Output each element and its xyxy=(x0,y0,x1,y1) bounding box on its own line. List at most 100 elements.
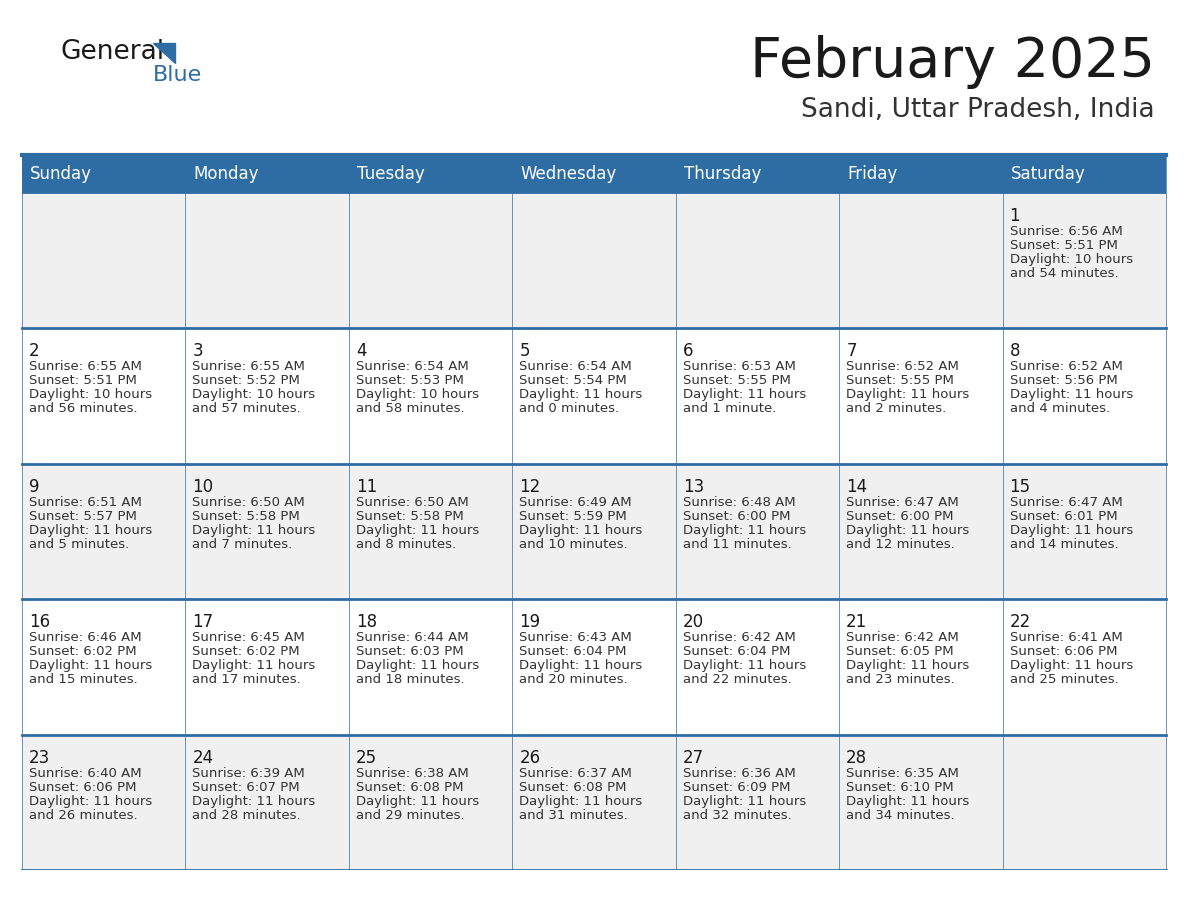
Text: 6: 6 xyxy=(683,342,694,361)
Text: Daylight: 11 hours: Daylight: 11 hours xyxy=(846,659,969,672)
Text: Sunrise: 6:49 AM: Sunrise: 6:49 AM xyxy=(519,496,632,509)
Text: and 31 minutes.: and 31 minutes. xyxy=(519,809,628,822)
Text: Daylight: 11 hours: Daylight: 11 hours xyxy=(1010,388,1133,401)
Polygon shape xyxy=(153,43,175,63)
Text: Daylight: 11 hours: Daylight: 11 hours xyxy=(519,795,643,808)
Text: 9: 9 xyxy=(29,477,39,496)
Text: and 57 minutes.: and 57 minutes. xyxy=(192,402,302,416)
Text: and 12 minutes.: and 12 minutes. xyxy=(846,538,955,551)
Text: 21: 21 xyxy=(846,613,867,632)
Text: 28: 28 xyxy=(846,748,867,767)
Text: 13: 13 xyxy=(683,477,704,496)
Text: Sunset: 5:55 PM: Sunset: 5:55 PM xyxy=(683,375,790,387)
Text: 3: 3 xyxy=(192,342,203,361)
Text: Daylight: 11 hours: Daylight: 11 hours xyxy=(846,388,969,401)
Text: Sunrise: 6:52 AM: Sunrise: 6:52 AM xyxy=(1010,361,1123,374)
Text: Sunset: 6:10 PM: Sunset: 6:10 PM xyxy=(846,780,954,793)
Text: Wednesday: Wednesday xyxy=(520,165,617,183)
Text: Sunset: 5:55 PM: Sunset: 5:55 PM xyxy=(846,375,954,387)
Text: Sunset: 5:58 PM: Sunset: 5:58 PM xyxy=(356,509,463,522)
Text: and 23 minutes.: and 23 minutes. xyxy=(846,673,955,686)
Text: and 54 minutes.: and 54 minutes. xyxy=(1010,267,1118,280)
Text: and 5 minutes.: and 5 minutes. xyxy=(29,538,129,551)
Text: Daylight: 11 hours: Daylight: 11 hours xyxy=(683,524,805,537)
Text: and 7 minutes.: and 7 minutes. xyxy=(192,538,292,551)
Text: 4: 4 xyxy=(356,342,366,361)
Text: Sunset: 5:54 PM: Sunset: 5:54 PM xyxy=(519,375,627,387)
Text: 2: 2 xyxy=(29,342,39,361)
Text: 10: 10 xyxy=(192,477,214,496)
Text: Sunrise: 6:54 AM: Sunrise: 6:54 AM xyxy=(519,361,632,374)
Text: Sunset: 6:09 PM: Sunset: 6:09 PM xyxy=(683,780,790,793)
Text: Daylight: 11 hours: Daylight: 11 hours xyxy=(192,659,316,672)
Text: 23: 23 xyxy=(29,748,50,767)
Text: Daylight: 10 hours: Daylight: 10 hours xyxy=(192,388,316,401)
Text: Daylight: 10 hours: Daylight: 10 hours xyxy=(29,388,152,401)
Text: 15: 15 xyxy=(1010,477,1031,496)
Text: Sunset: 5:58 PM: Sunset: 5:58 PM xyxy=(192,509,301,522)
Text: Sunset: 6:04 PM: Sunset: 6:04 PM xyxy=(683,645,790,658)
Text: Daylight: 10 hours: Daylight: 10 hours xyxy=(1010,253,1132,266)
Text: Tuesday: Tuesday xyxy=(356,165,424,183)
Text: and 1 minute.: and 1 minute. xyxy=(683,402,776,416)
Text: Daylight: 11 hours: Daylight: 11 hours xyxy=(356,524,479,537)
Text: Sunrise: 6:55 AM: Sunrise: 6:55 AM xyxy=(192,361,305,374)
Text: 14: 14 xyxy=(846,477,867,496)
Text: and 15 minutes.: and 15 minutes. xyxy=(29,673,138,686)
Text: Sunset: 6:07 PM: Sunset: 6:07 PM xyxy=(192,780,301,793)
Text: Friday: Friday xyxy=(847,165,897,183)
Text: Sunday: Sunday xyxy=(30,165,91,183)
Text: Sunset: 6:00 PM: Sunset: 6:00 PM xyxy=(683,509,790,522)
Text: 7: 7 xyxy=(846,342,857,361)
Text: February 2025: February 2025 xyxy=(750,35,1155,89)
Text: and 0 minutes.: and 0 minutes. xyxy=(519,402,619,416)
Text: 8: 8 xyxy=(1010,342,1020,361)
Text: 19: 19 xyxy=(519,613,541,632)
Bar xyxy=(23,599,1165,734)
Text: Sunrise: 6:38 AM: Sunrise: 6:38 AM xyxy=(356,767,468,779)
Text: Daylight: 11 hours: Daylight: 11 hours xyxy=(683,388,805,401)
Text: Daylight: 11 hours: Daylight: 11 hours xyxy=(519,659,643,672)
Text: and 25 minutes.: and 25 minutes. xyxy=(1010,673,1118,686)
Text: Sunrise: 6:42 AM: Sunrise: 6:42 AM xyxy=(846,632,959,644)
Text: Sunrise: 6:44 AM: Sunrise: 6:44 AM xyxy=(356,632,468,644)
Text: Sunrise: 6:42 AM: Sunrise: 6:42 AM xyxy=(683,632,796,644)
Text: Sandi, Uttar Pradesh, India: Sandi, Uttar Pradesh, India xyxy=(802,97,1155,123)
Text: and 26 minutes.: and 26 minutes. xyxy=(29,809,138,822)
Text: and 29 minutes.: and 29 minutes. xyxy=(356,809,465,822)
Text: Thursday: Thursday xyxy=(684,165,762,183)
Text: Sunset: 5:59 PM: Sunset: 5:59 PM xyxy=(519,509,627,522)
Text: Sunrise: 6:46 AM: Sunrise: 6:46 AM xyxy=(29,632,141,644)
Text: Sunrise: 6:55 AM: Sunrise: 6:55 AM xyxy=(29,361,141,374)
Text: 18: 18 xyxy=(356,613,377,632)
Text: Blue: Blue xyxy=(153,65,202,85)
Text: Sunrise: 6:39 AM: Sunrise: 6:39 AM xyxy=(192,767,305,779)
Text: Sunrise: 6:50 AM: Sunrise: 6:50 AM xyxy=(356,496,468,509)
Text: 20: 20 xyxy=(683,613,703,632)
Text: Sunset: 5:57 PM: Sunset: 5:57 PM xyxy=(29,509,137,522)
Text: Sunrise: 6:47 AM: Sunrise: 6:47 AM xyxy=(1010,496,1123,509)
Text: Sunset: 5:53 PM: Sunset: 5:53 PM xyxy=(356,375,463,387)
Text: and 32 minutes.: and 32 minutes. xyxy=(683,809,791,822)
Text: Daylight: 11 hours: Daylight: 11 hours xyxy=(356,795,479,808)
Text: and 4 minutes.: and 4 minutes. xyxy=(1010,402,1110,416)
Text: Sunrise: 6:51 AM: Sunrise: 6:51 AM xyxy=(29,496,141,509)
Text: and 58 minutes.: and 58 minutes. xyxy=(356,402,465,416)
Bar xyxy=(0,870,1188,918)
Text: Daylight: 11 hours: Daylight: 11 hours xyxy=(192,524,316,537)
Text: and 20 minutes.: and 20 minutes. xyxy=(519,673,628,686)
Text: Sunset: 5:51 PM: Sunset: 5:51 PM xyxy=(29,375,137,387)
Text: 11: 11 xyxy=(356,477,377,496)
Text: 27: 27 xyxy=(683,748,703,767)
Text: Daylight: 11 hours: Daylight: 11 hours xyxy=(1010,524,1133,537)
Text: Sunset: 6:05 PM: Sunset: 6:05 PM xyxy=(846,645,954,658)
Text: Sunrise: 6:43 AM: Sunrise: 6:43 AM xyxy=(519,632,632,644)
Text: Daylight: 11 hours: Daylight: 11 hours xyxy=(683,659,805,672)
Text: Daylight: 11 hours: Daylight: 11 hours xyxy=(356,659,479,672)
Text: 25: 25 xyxy=(356,748,377,767)
Text: General: General xyxy=(61,39,164,65)
Text: Sunset: 6:02 PM: Sunset: 6:02 PM xyxy=(29,645,137,658)
Bar xyxy=(23,734,1165,870)
Text: Sunset: 6:03 PM: Sunset: 6:03 PM xyxy=(356,645,463,658)
Text: and 14 minutes.: and 14 minutes. xyxy=(1010,538,1118,551)
